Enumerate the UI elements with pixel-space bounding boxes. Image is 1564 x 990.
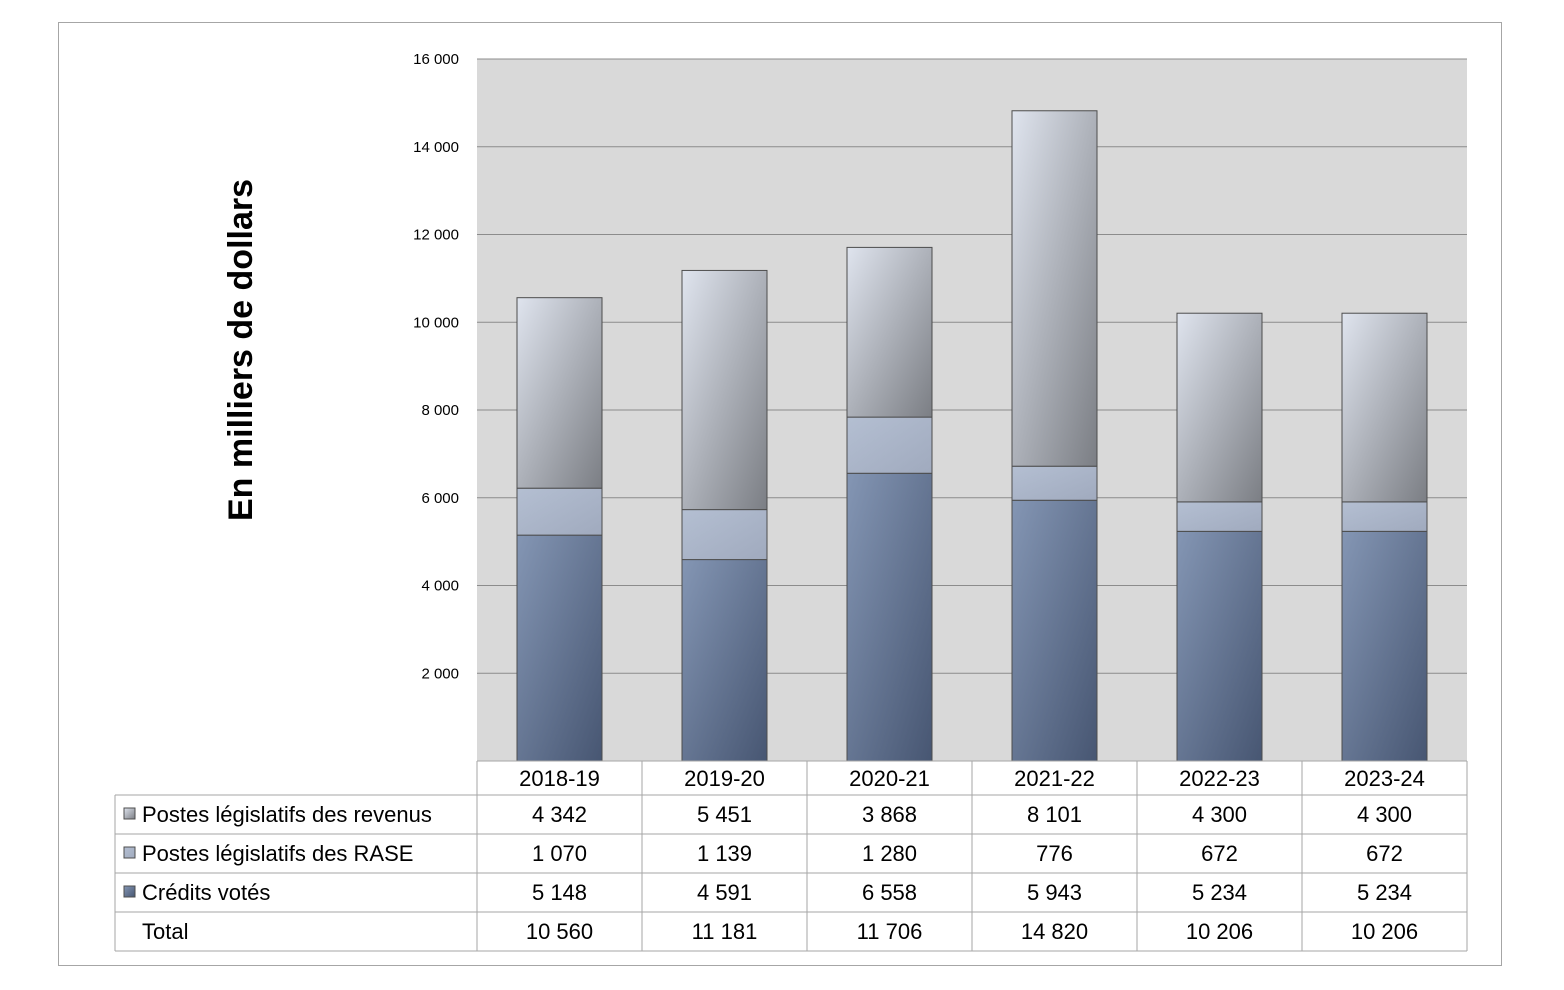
legend-key bbox=[124, 847, 135, 858]
bar-segment bbox=[682, 510, 767, 560]
bar-segment bbox=[1012, 111, 1097, 466]
data-label: 14 820 bbox=[1021, 919, 1088, 944]
bar-segment bbox=[682, 560, 767, 761]
y-tick-label: 12 000 bbox=[413, 227, 459, 244]
x-tick-label: 2018-19 bbox=[519, 766, 600, 791]
x-tick-label: 2021-22 bbox=[1014, 766, 1095, 791]
data-label: 10 206 bbox=[1186, 919, 1253, 944]
bar-segment bbox=[1012, 500, 1097, 761]
bar-segment bbox=[847, 247, 932, 417]
y-axis-ticks: 2 000 4 000 6 000 8 000 10 000 12 000 14 000 16… bbox=[413, 51, 459, 682]
bar-segment bbox=[847, 417, 932, 473]
bar-segment bbox=[517, 488, 602, 535]
y-tick-label: 16 000 bbox=[413, 51, 459, 68]
data-label: 776 bbox=[1036, 841, 1073, 866]
x-tick-label: 2019-20 bbox=[684, 766, 765, 791]
data-label: 1 070 bbox=[532, 841, 587, 866]
data-label: 4 300 bbox=[1357, 802, 1412, 827]
legend-key bbox=[124, 808, 135, 819]
x-tick-label: 2020-21 bbox=[849, 766, 930, 791]
y-axis-label: En milliers de dollars bbox=[222, 179, 260, 521]
data-label: 11 181 bbox=[692, 919, 758, 944]
x-tick-label: 2023-24 bbox=[1344, 766, 1425, 791]
bar-segment bbox=[1342, 531, 1427, 761]
legend-label: Postes législatifs des revenus bbox=[142, 802, 432, 827]
data-label: 5 234 bbox=[1192, 880, 1247, 905]
y-tick-label: 14 000 bbox=[413, 139, 459, 156]
chart-frame: 2 000 4 000 6 000 8 000 10 000 12 000 14 000 16… bbox=[58, 22, 1502, 966]
bar-segment bbox=[1342, 502, 1427, 531]
legend-label: Crédits votés bbox=[142, 880, 270, 905]
data-label: 10 560 bbox=[526, 919, 593, 944]
data-label: 5 148 bbox=[532, 880, 587, 905]
data-label: 4 591 bbox=[697, 880, 752, 905]
data-label: 3 868 bbox=[862, 802, 917, 827]
bar-segment bbox=[517, 535, 602, 761]
data-label: 672 bbox=[1366, 841, 1403, 866]
legend-label: Postes législatifs des RASE bbox=[142, 841, 413, 866]
data-label: 8 101 bbox=[1027, 802, 1082, 827]
bar-segment bbox=[1177, 502, 1262, 531]
bar-segment bbox=[1342, 313, 1427, 502]
bar-segment bbox=[847, 473, 932, 761]
data-label: 11 706 bbox=[857, 919, 923, 944]
data-label: 4 300 bbox=[1192, 802, 1247, 827]
x-tick-label: 2022-23 bbox=[1179, 766, 1260, 791]
y-tick-label: 2 000 bbox=[421, 665, 459, 682]
bar-segment bbox=[1177, 313, 1262, 502]
y-tick-label: 8 000 bbox=[421, 402, 459, 419]
bar-segment bbox=[682, 270, 767, 509]
data-table: 2018-19 2019-20 2020-21 2021-22 2022-23 2023-… bbox=[115, 761, 1467, 951]
legend-label: Total bbox=[142, 919, 188, 944]
data-label: 6 558 bbox=[862, 880, 917, 905]
bar-segment bbox=[1012, 466, 1097, 500]
data-label: 672 bbox=[1201, 841, 1238, 866]
data-label: 10 206 bbox=[1351, 919, 1418, 944]
y-tick-label: 6 000 bbox=[421, 490, 459, 507]
data-label: 1 139 bbox=[697, 841, 752, 866]
data-label: 5 234 bbox=[1357, 880, 1412, 905]
data-label: 5 943 bbox=[1027, 880, 1082, 905]
data-label: 4 342 bbox=[532, 802, 587, 827]
y-tick-label: 4 000 bbox=[421, 578, 459, 595]
bar-segment bbox=[1177, 531, 1262, 761]
data-label: 1 280 bbox=[862, 841, 917, 866]
chart: 2 000 4 000 6 000 8 000 10 000 12 000 14 000 16… bbox=[59, 23, 1503, 967]
y-tick-label: 10 000 bbox=[413, 314, 459, 331]
data-label: 5 451 bbox=[697, 802, 752, 827]
legend-key bbox=[124, 886, 135, 897]
bar-segment bbox=[517, 298, 602, 489]
